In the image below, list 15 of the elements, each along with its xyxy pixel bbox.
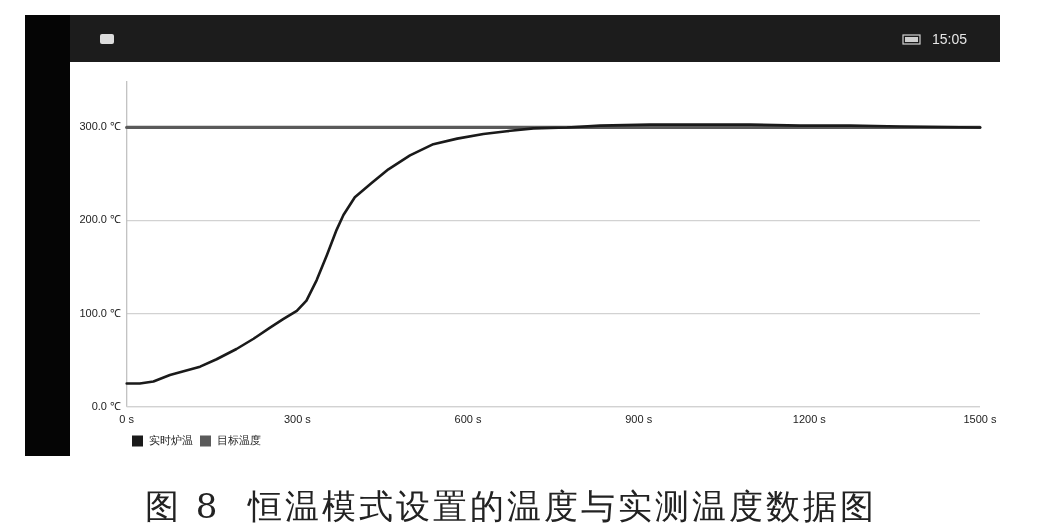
y-tick-label: 200.0 ℃ (79, 213, 121, 226)
text: 15:05 (931, 30, 968, 47)
legend-label: 实时炉温 (149, 433, 193, 446)
y-tick-label: 0.0 ℃ (91, 399, 121, 412)
x-tick-label: 900 s (625, 413, 653, 425)
x-tick-label: 1200 s (792, 413, 827, 425)
x-tick-label: 600 s (454, 413, 482, 425)
x-tick-label: 1500 s (963, 413, 998, 425)
y-tick-label: 100.0 ℃ (79, 306, 121, 319)
y-tick-label: 300.0 ℃ (79, 120, 121, 133)
line-series (125, 123, 982, 385)
legend-label: 目标温度 (217, 433, 261, 446)
x-tick-label: 300 s (283, 413, 312, 425)
x-tick-label: 0 s (119, 413, 135, 425)
caption: 图 8 恒温模式设置的温度与实测温度数据图 (144, 486, 878, 526)
